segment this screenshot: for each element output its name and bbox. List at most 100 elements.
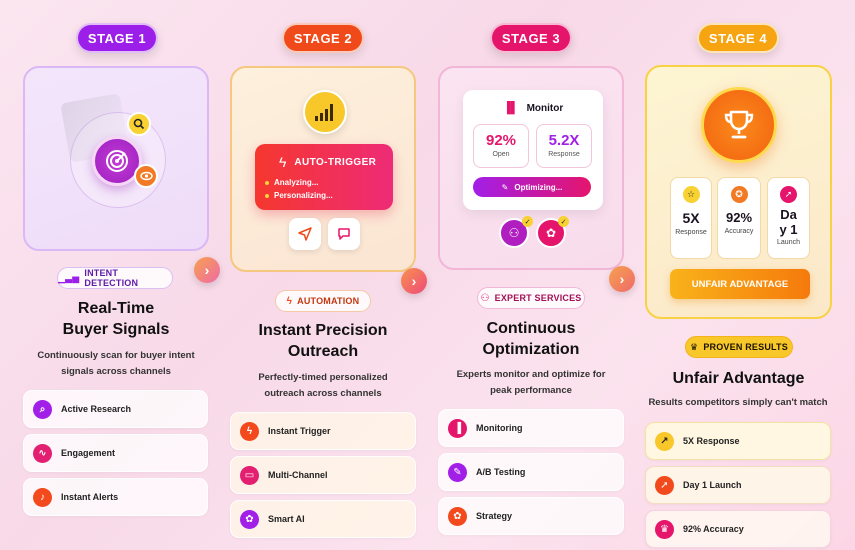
item-label: 92% Accuracy xyxy=(683,524,744,534)
radar-icon xyxy=(92,136,142,186)
bar-chart-icon: ▐ xyxy=(448,418,467,438)
result-accuracy: ✪ 92% Accuracy xyxy=(717,177,761,259)
title-line: Continuous xyxy=(486,320,576,337)
desc-line: outreach across channels xyxy=(264,388,382,399)
unfair-advantage-button[interactable]: UNFAIR ADVANTAGE xyxy=(670,269,810,299)
star-icon: ☆ xyxy=(682,186,700,203)
check-badge-icon: ✓ xyxy=(558,216,569,227)
brain-icon: ✿ xyxy=(240,509,259,529)
next-stage-arrow-2[interactable]: › xyxy=(401,268,427,294)
result-label: Launch xyxy=(777,239,800,246)
desc-line: peak performance xyxy=(490,385,572,396)
status-text: Personalizing... xyxy=(274,191,333,200)
list-item-5x-response[interactable]: ↗ 5X Response xyxy=(645,422,831,460)
desc-line: Continuously scan for buyer intent xyxy=(37,350,195,361)
bolt-icon: ϟ xyxy=(240,421,259,441)
desc-line: Perfectly-timed personalized xyxy=(258,372,388,383)
stage-1-title: Real-Time Buyer Signals xyxy=(23,298,209,340)
title-line: Real-Time xyxy=(77,300,155,317)
stat-label: Response xyxy=(548,151,580,158)
result-launch: ➚ Da y 1 Launch xyxy=(767,177,810,259)
medal-icon: ✪ xyxy=(730,186,748,203)
send-icon[interactable] xyxy=(289,218,321,250)
trophy-icon: ♛ xyxy=(690,341,699,352)
tag-label: PROVEN RESULTS xyxy=(703,342,788,352)
wrench-icon: ✎ xyxy=(501,182,509,192)
signal-bars-icon xyxy=(303,90,347,134)
eye-icon xyxy=(134,164,158,188)
list-item-strategy[interactable]: ✿ Strategy xyxy=(438,497,624,535)
wrench-icon: ✎ xyxy=(448,462,467,482)
expert-services-tag: ⚇ EXPERT SERVICES xyxy=(477,287,585,309)
stat-value: 92% xyxy=(485,132,517,149)
automation-tag: ϟ AUTOMATION xyxy=(275,290,371,312)
title-line: Instant Precision xyxy=(258,322,388,339)
item-label: 5X Response xyxy=(683,436,740,446)
list-item-ab-testing[interactable]: ✎ A/B Testing xyxy=(438,453,624,491)
chat-icon[interactable] xyxy=(328,218,360,250)
check-badge-icon: ✓ xyxy=(522,216,533,227)
next-stage-arrow-3[interactable]: › xyxy=(609,266,635,292)
item-label: A/B Testing xyxy=(476,467,526,477)
result-label: Response xyxy=(675,229,707,236)
stat-label: Open xyxy=(492,151,510,158)
status-dot-icon xyxy=(265,180,269,185)
bolt-icon: ϟ xyxy=(279,154,287,170)
result-label: Accuracy xyxy=(724,228,754,235)
title-line: Outreach xyxy=(287,343,359,360)
stage-4-visual-panel: ☆ 5X Response ✪ 92% Accuracy ➚ Da y 1 La… xyxy=(645,65,832,319)
result-value: 5X xyxy=(682,210,700,226)
optimizing-label: Optimizing... xyxy=(514,182,563,192)
stage-3-title: Continuous Optimization xyxy=(438,318,624,360)
item-label: Monitoring xyxy=(476,423,523,433)
list-item-engagement[interactable]: ∿ Engagement xyxy=(23,434,208,472)
status-line-1: Analyzing... xyxy=(265,178,318,187)
list-item-92-accuracy[interactable]: ♛ 92% Accuracy xyxy=(645,510,831,548)
tag-label: INTENT DETECTION xyxy=(84,268,139,288)
result-value: 92% xyxy=(725,210,753,225)
team-icon: ⚇ xyxy=(480,292,490,304)
bolt-icon: ϟ xyxy=(286,295,293,307)
card-title: Monitor xyxy=(526,102,564,114)
trophy-icon: ♛ xyxy=(655,519,674,539)
list-item-instant-alerts[interactable]: ♪ Instant Alerts xyxy=(23,478,208,516)
list-item-multi-channel[interactable]: ▭ Multi-Channel xyxy=(230,456,416,494)
list-item-active-research[interactable]: ⌕ Active Research xyxy=(23,390,208,428)
intent-detection-tag: ▁▃▅ INTENT DETECTION xyxy=(57,267,173,289)
item-label: Active Research xyxy=(61,404,132,414)
card-title: AUTO-TRIGGER xyxy=(294,156,377,168)
monitor-card: ▐▌ Monitor 92% Open 5.2X Response ✎ Opti… xyxy=(463,90,603,210)
stat-open: 92% Open xyxy=(473,124,529,168)
stage-1-badge: STAGE 1 xyxy=(76,23,158,53)
desc-line: Experts monitor and optimize for xyxy=(456,369,606,380)
monitor-header: ▐▌ Monitor xyxy=(503,102,563,114)
rocket-icon: ➚ xyxy=(655,475,674,495)
result-value: y 1 xyxy=(779,222,798,237)
pulse-icon: ∿ xyxy=(33,443,52,463)
desc-line: signals across channels xyxy=(61,366,171,377)
item-label: Multi-Channel xyxy=(268,470,328,480)
stage-2-title: Instant Precision Outreach xyxy=(230,320,416,362)
tag-label: AUTOMATION xyxy=(297,296,360,306)
auto-trigger-card: ϟ AUTO-TRIGGER Analyzing... Personalizin… xyxy=(255,144,393,210)
title-line: Optimization xyxy=(482,341,580,358)
list-item-instant-trigger[interactable]: ϟ Instant Trigger xyxy=(230,412,416,450)
stage-2-description: Perfectly-timed personalized outreach ac… xyxy=(230,370,416,402)
list-item-day-1-launch[interactable]: ➚ Day 1 Launch xyxy=(645,466,831,504)
list-item-smart-ai[interactable]: ✿ Smart AI xyxy=(230,500,416,538)
stage-1-description: Continuously scan for buyer intent signa… xyxy=(23,348,209,380)
stage-4-title: Unfair Advantage xyxy=(672,370,805,387)
stage-3-badge: STAGE 3 xyxy=(490,23,572,53)
item-label: Strategy xyxy=(476,511,513,521)
stat-value: 5.2X xyxy=(548,132,580,149)
brain-icon: ✿ xyxy=(536,218,566,248)
optimizing-bar: ✎ Optimizing... xyxy=(473,177,591,197)
list-item-monitoring[interactable]: ▐ Monitoring xyxy=(438,409,624,447)
status-line-2: Personalizing... xyxy=(265,191,333,200)
result-value: Da xyxy=(780,207,797,222)
search-icon: ⌕ xyxy=(33,399,52,419)
next-stage-arrow-1[interactable]: › xyxy=(194,257,220,283)
stage-2-badge: STAGE 2 xyxy=(282,23,364,53)
stage-3-visual-panel: ▐▌ Monitor 92% Open 5.2X Response ✎ Opti… xyxy=(438,66,624,270)
stage-3-description: Experts monitor and optimize for peak pe… xyxy=(438,367,624,399)
